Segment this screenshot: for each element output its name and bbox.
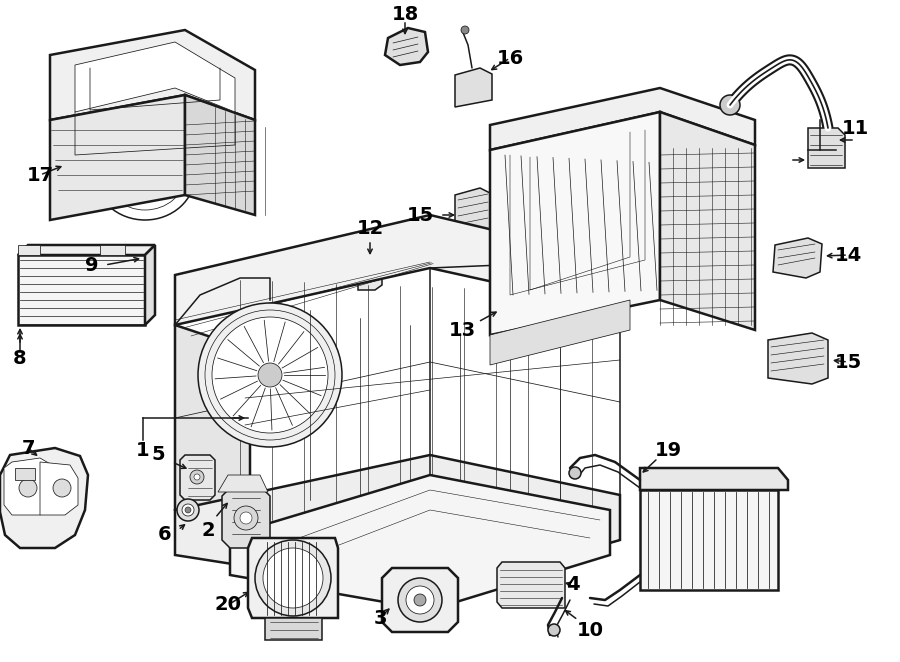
Text: 2: 2 — [202, 520, 215, 540]
Circle shape — [198, 303, 342, 447]
Polygon shape — [497, 562, 565, 608]
Polygon shape — [222, 488, 270, 548]
Polygon shape — [180, 455, 215, 500]
Circle shape — [212, 317, 328, 433]
Circle shape — [19, 479, 37, 497]
Text: 11: 11 — [842, 118, 868, 138]
Polygon shape — [808, 128, 845, 168]
Polygon shape — [175, 325, 250, 535]
Text: 10: 10 — [577, 620, 604, 639]
Polygon shape — [50, 30, 255, 120]
Text: 3: 3 — [374, 608, 387, 628]
Circle shape — [366, 266, 374, 274]
Polygon shape — [185, 95, 255, 215]
Polygon shape — [0, 448, 88, 548]
Text: 14: 14 — [834, 246, 861, 265]
Polygon shape — [358, 252, 382, 290]
Text: 15: 15 — [834, 352, 861, 371]
Text: 9: 9 — [86, 256, 99, 275]
Text: 8: 8 — [14, 348, 27, 367]
Circle shape — [398, 578, 442, 622]
Polygon shape — [382, 568, 458, 632]
Circle shape — [569, 467, 581, 479]
Polygon shape — [100, 245, 125, 255]
Circle shape — [414, 594, 426, 606]
Circle shape — [177, 499, 199, 521]
Polygon shape — [490, 112, 660, 335]
Circle shape — [182, 504, 194, 516]
Text: 6: 6 — [158, 526, 172, 545]
Polygon shape — [15, 468, 35, 480]
Polygon shape — [248, 538, 338, 618]
Text: 5: 5 — [151, 446, 165, 465]
Circle shape — [720, 95, 740, 115]
Text: 1: 1 — [136, 440, 149, 459]
Polygon shape — [455, 188, 492, 240]
Text: 7: 7 — [22, 438, 35, 457]
Polygon shape — [230, 475, 610, 610]
Polygon shape — [175, 215, 620, 325]
Polygon shape — [490, 300, 630, 365]
Polygon shape — [455, 68, 492, 107]
Text: 12: 12 — [356, 218, 383, 238]
Text: 13: 13 — [448, 320, 475, 340]
Circle shape — [362, 262, 378, 278]
Circle shape — [234, 506, 258, 530]
Circle shape — [53, 479, 71, 497]
Polygon shape — [18, 255, 145, 325]
Text: 20: 20 — [214, 596, 241, 614]
Polygon shape — [18, 245, 40, 255]
Polygon shape — [50, 95, 185, 220]
Polygon shape — [640, 468, 788, 490]
Circle shape — [255, 540, 331, 616]
Polygon shape — [145, 245, 155, 325]
Circle shape — [406, 586, 434, 614]
Text: 4: 4 — [566, 575, 580, 594]
Polygon shape — [40, 462, 78, 515]
Polygon shape — [175, 455, 620, 595]
Text: 15: 15 — [407, 205, 434, 224]
Polygon shape — [75, 42, 235, 112]
Polygon shape — [773, 238, 822, 278]
Circle shape — [185, 507, 191, 513]
Text: 18: 18 — [392, 5, 418, 23]
Polygon shape — [4, 458, 52, 515]
Text: 19: 19 — [654, 440, 681, 459]
Text: 16: 16 — [497, 48, 524, 68]
Polygon shape — [265, 618, 322, 640]
Circle shape — [194, 474, 200, 480]
Text: 17: 17 — [26, 166, 54, 185]
Circle shape — [258, 363, 282, 387]
Polygon shape — [385, 28, 428, 65]
Circle shape — [240, 512, 252, 524]
Polygon shape — [768, 333, 828, 384]
Polygon shape — [660, 112, 755, 330]
Polygon shape — [218, 475, 268, 492]
Polygon shape — [640, 490, 778, 590]
Circle shape — [461, 26, 469, 34]
Polygon shape — [490, 88, 755, 150]
Circle shape — [263, 548, 323, 608]
Polygon shape — [18, 245, 155, 255]
Circle shape — [548, 624, 560, 636]
Circle shape — [190, 470, 204, 484]
